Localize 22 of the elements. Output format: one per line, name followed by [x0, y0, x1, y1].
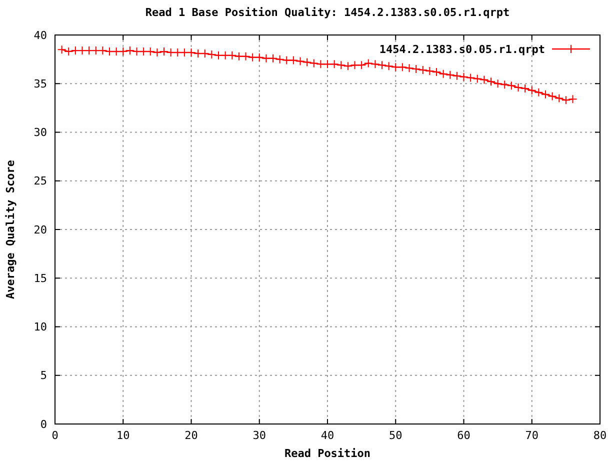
x-tick-label: 0 — [52, 429, 58, 442]
y-tick-label: 40 — [34, 28, 47, 42]
y-tick-label: 15 — [34, 272, 47, 285]
y-tick-label: 5 — [40, 369, 47, 382]
x-tick-label: 40 — [320, 429, 334, 442]
y-tick-label: 35 — [34, 77, 47, 90]
y-tick-label: 10 — [34, 320, 47, 334]
x-tick-label: 80 — [593, 429, 607, 442]
chart-title: Read 1 Base Position Quality: 1454.2.1383.s0.05.r1.qrpt — [145, 6, 510, 19]
x-tick-label: 20 — [184, 429, 198, 442]
x-tick-label: 30 — [252, 429, 266, 442]
y-tick-label: 20 — [34, 223, 47, 236]
x-axis-title: Read Position — [284, 447, 371, 460]
y-tick-label: 25 — [34, 174, 47, 188]
y-tick-label: 0 — [40, 418, 47, 431]
x-tick-label: 60 — [457, 429, 470, 442]
x-tick-label: 10 — [116, 429, 130, 442]
x-tick-label: 50 — [389, 429, 402, 442]
legend-label: 1454.2.1383.s0.05.r1.qrpt — [379, 42, 545, 56]
y-tick-label: 30 — [34, 126, 47, 140]
x-tick-label: 70 — [525, 429, 538, 442]
y-axis-title: Average Quality Score — [4, 160, 17, 300]
